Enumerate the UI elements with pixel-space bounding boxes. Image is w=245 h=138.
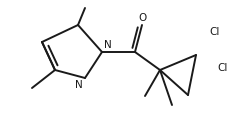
Text: Cl: Cl: [209, 27, 219, 37]
Text: O: O: [138, 13, 146, 23]
Text: Cl: Cl: [217, 63, 227, 73]
Text: N: N: [104, 40, 112, 50]
Text: N: N: [75, 80, 83, 90]
